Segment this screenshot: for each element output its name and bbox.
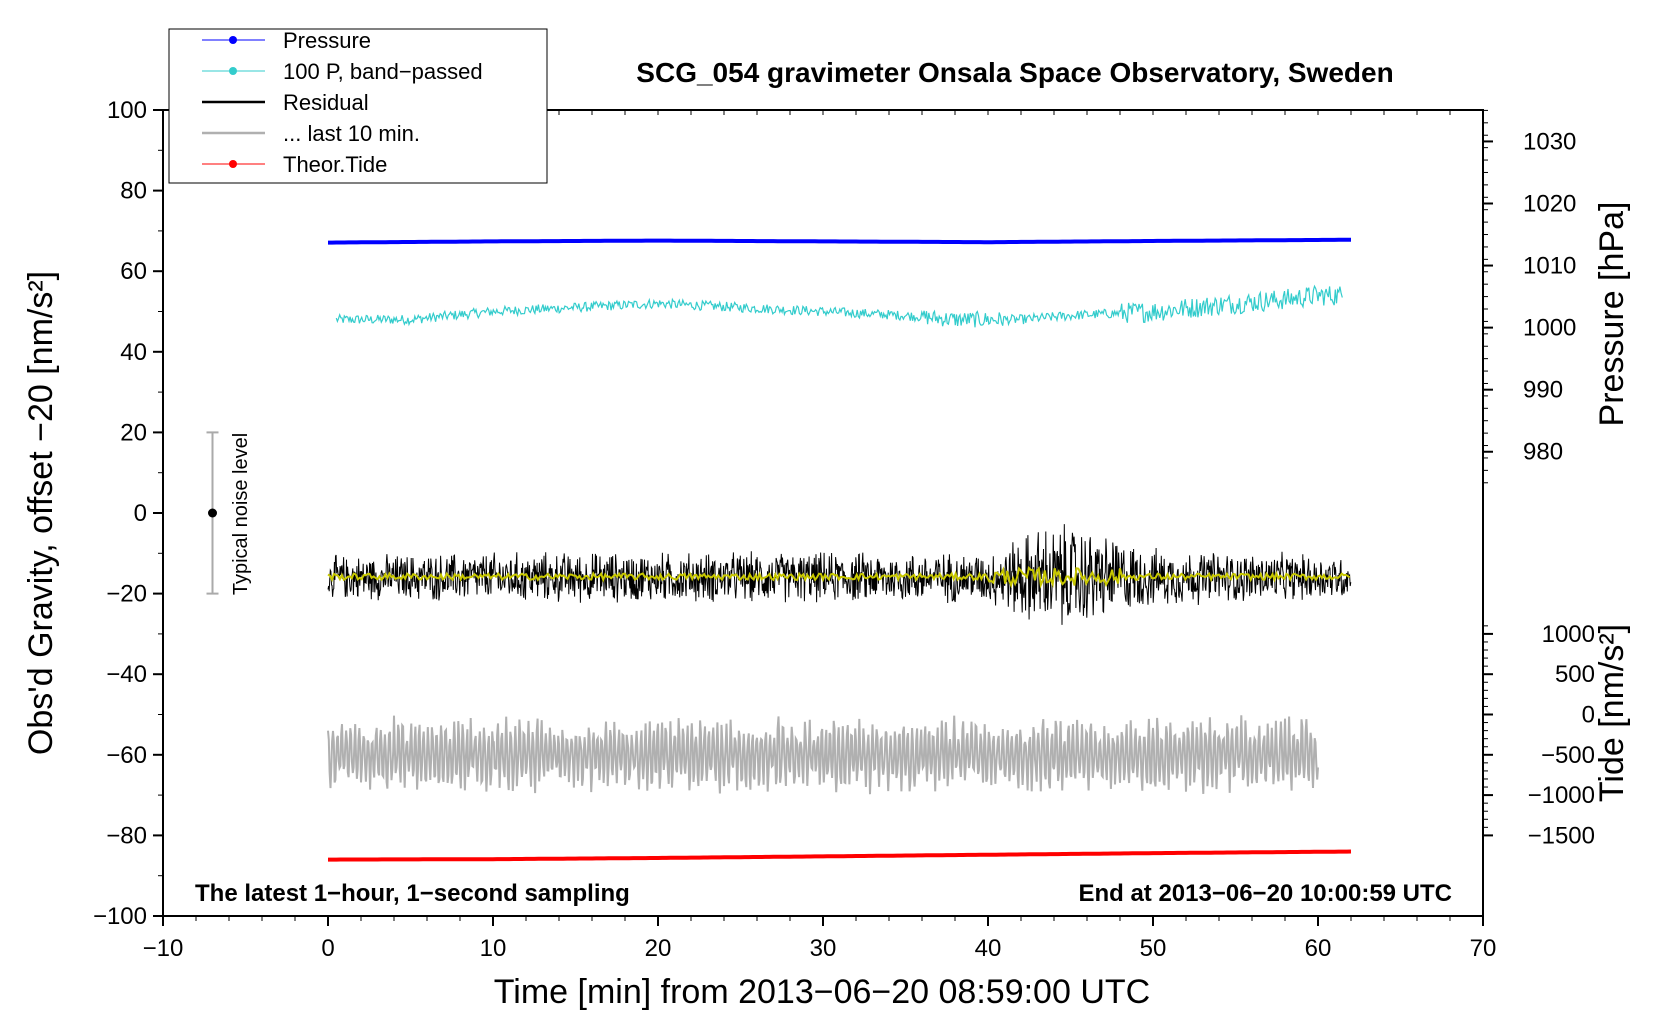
series-last-10-min bbox=[327, 715, 1319, 795]
y-tick-label: 0 bbox=[134, 500, 147, 527]
tide-tick-label: −500 bbox=[1541, 742, 1595, 769]
y-tick-label: 60 bbox=[120, 258, 147, 285]
tide-tick-label: −1000 bbox=[1528, 782, 1595, 809]
legend-entries bbox=[202, 36, 265, 168]
y-tick-label: 80 bbox=[120, 178, 147, 205]
x-tick-label: 10 bbox=[480, 935, 507, 962]
pressure-tick-label: 990 bbox=[1523, 377, 1563, 404]
legend-label-pressure: Pressure bbox=[283, 28, 371, 53]
tide-tick-label: 1000 bbox=[1542, 621, 1595, 648]
y-tick-label: 20 bbox=[120, 419, 147, 446]
noise-bar-center-dot bbox=[208, 508, 217, 518]
y-tick-label: 100 bbox=[107, 97, 147, 124]
legend-label-bandpassed: 100 P, band−passed bbox=[283, 59, 483, 84]
end-time-annotation: End at 2013−06−20 10:00:59 UTC bbox=[1078, 880, 1452, 907]
series-residual-smoothed bbox=[327, 565, 1351, 589]
y-tick-label: −100 bbox=[93, 903, 147, 930]
series-pressure-bandpassed bbox=[335, 284, 1343, 328]
x-tick-label: 50 bbox=[1140, 935, 1167, 962]
x-tick-label: 70 bbox=[1470, 935, 1497, 962]
series-residual bbox=[327, 524, 1352, 625]
series-pressure bbox=[328, 237, 1351, 245]
noise-bar bbox=[206, 431, 219, 595]
y-tick-label: −60 bbox=[106, 742, 147, 769]
legend: Pressure 100 P, band−passed Residual ...… bbox=[168, 28, 548, 184]
legend-label-tide: Theor.Tide bbox=[283, 152, 387, 177]
y-tick-label: −80 bbox=[106, 822, 147, 849]
x-tick-label: 0 bbox=[321, 935, 334, 962]
legend-marker bbox=[229, 36, 237, 44]
y-axis-ticks: −100 −80 −60 −40 −20 0 20 40 60 80 100 bbox=[93, 97, 163, 930]
pressure-axis-ticks: 980 990 1000 1010 1020 1030 bbox=[1483, 109, 1576, 484]
x-axis-title: Time [min] from 2013−06−20 08:59:00 UTC bbox=[494, 973, 1150, 1011]
x-tick-label: 60 bbox=[1305, 935, 1332, 962]
y-tick-label: −20 bbox=[106, 581, 147, 608]
tide-tick-label: 0 bbox=[1582, 702, 1595, 729]
pressure-tick-label: 1030 bbox=[1523, 128, 1576, 155]
legend-box bbox=[168, 28, 548, 184]
plot-frame bbox=[162, 109, 1484, 917]
y-tick-label: 40 bbox=[120, 339, 147, 366]
x-tick-label: 20 bbox=[645, 935, 672, 962]
pressure-tick-label: 1010 bbox=[1523, 253, 1576, 280]
y-axis-title: Obs'd Gravity, offset −20 [nm/s²] bbox=[22, 271, 60, 755]
x-tick-label: 30 bbox=[810, 935, 837, 962]
legend-label-residual: Residual bbox=[283, 90, 369, 115]
series-theoretical-tide bbox=[328, 849, 1352, 862]
noise-label: Typical noise level bbox=[230, 433, 252, 595]
legend-label-last10: ... last 10 min. bbox=[283, 121, 420, 146]
y-tick-label: −40 bbox=[106, 661, 147, 688]
legend-marker bbox=[229, 67, 237, 75]
chart-title: SCG_054 gravimeter Onsala Space Observat… bbox=[636, 57, 1393, 88]
x-axis-ticks: −10 0 10 20 30 40 50 60 70 bbox=[143, 110, 1497, 962]
pressure-tick-label: 980 bbox=[1523, 439, 1563, 466]
x-tick-label: 40 bbox=[975, 935, 1002, 962]
pressure-tick-label: 1020 bbox=[1523, 190, 1576, 217]
pressure-tick-label: 1000 bbox=[1523, 315, 1576, 342]
tide-tick-label: −1500 bbox=[1528, 822, 1595, 849]
tide-tick-label: 500 bbox=[1555, 661, 1595, 688]
tide-axis-title: Tide [nm/s²] bbox=[1593, 624, 1631, 802]
legend-marker bbox=[229, 160, 237, 168]
series-layer bbox=[327, 237, 1352, 862]
sampling-annotation: The latest 1−hour, 1−second sampling bbox=[195, 880, 630, 907]
pressure-axis-title: Pressure [hPa] bbox=[1593, 202, 1631, 427]
tide-axis-ticks: −1500 −1000 −500 0 500 1000 bbox=[1483, 621, 1595, 849]
x-tick-label: −10 bbox=[143, 935, 184, 962]
